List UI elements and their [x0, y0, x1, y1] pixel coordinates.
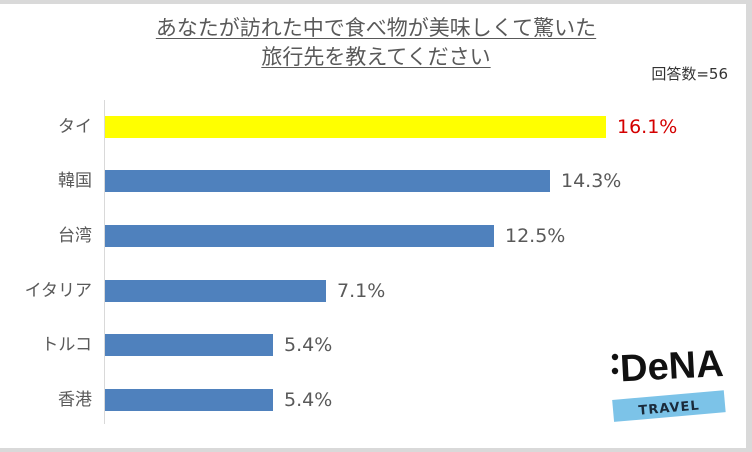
- category-label: 台湾: [58, 226, 92, 246]
- svg-text:TRAVEL: TRAVEL: [638, 398, 700, 418]
- bar: [105, 334, 273, 356]
- respondents-count: 回答数=56: [651, 65, 728, 83]
- value-label: 16.1%: [617, 116, 678, 138]
- bar: [105, 116, 606, 138]
- bar-row: トルコ 5.4%: [0, 334, 752, 356]
- value-label: 14.3%: [561, 170, 622, 192]
- category-label: 韓国: [58, 171, 92, 191]
- value-label: 5.4%: [284, 334, 333, 356]
- category-label: イタリア: [24, 281, 92, 301]
- value-label: 7.1%: [337, 280, 386, 302]
- bar: [105, 389, 273, 411]
- chart-title: あなたが訪れた中で食べ物が美味しくて驚いた 旅行先を教えてください: [0, 14, 752, 72]
- bar-row: 香港 5.4%: [0, 389, 752, 411]
- bar-row: イタリア 7.1%: [0, 280, 752, 302]
- category-label: 香港: [58, 390, 92, 410]
- bar: [105, 170, 550, 192]
- dena-travel-logo: DeNA TRAVEL: [611, 343, 726, 422]
- category-label: トルコ: [41, 335, 92, 355]
- value-label: 12.5%: [505, 225, 566, 247]
- bar: [105, 225, 494, 247]
- travel-badge: TRAVEL: [612, 390, 726, 422]
- category-label: タイ: [58, 117, 92, 137]
- svg-text:DeNA: DeNA: [619, 343, 725, 390]
- value-label: 5.4%: [284, 389, 333, 411]
- bar-row: 韓国 14.3%: [0, 170, 752, 192]
- chart-title-line2: 旅行先を教えてください: [261, 45, 491, 69]
- bar: [105, 280, 326, 302]
- bar-row: 台湾 12.5%: [0, 225, 752, 247]
- dena-wordmark: DeNA: [611, 343, 725, 390]
- category-axis-line: [104, 100, 105, 424]
- chart-title-line1: あなたが訪れた中で食べ物が美味しくて驚いた: [155, 16, 597, 40]
- bar-row: タイ 16.1%: [0, 116, 752, 138]
